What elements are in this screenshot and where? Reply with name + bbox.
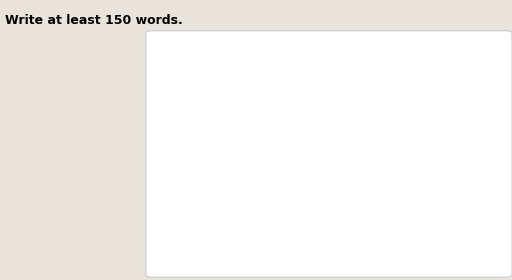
Bar (246, 144, 273, 235)
Bar (445, 94, 473, 235)
Text: Write at least 150 words.: Write at least 150 words. (5, 14, 183, 27)
Bar (345, 124, 373, 235)
Bar (196, 148, 223, 235)
Bar (395, 101, 422, 235)
Title: Percentage of adults who are overweight
or obese: Percentage of adults who are overweight … (172, 43, 497, 76)
Bar (295, 144, 323, 235)
